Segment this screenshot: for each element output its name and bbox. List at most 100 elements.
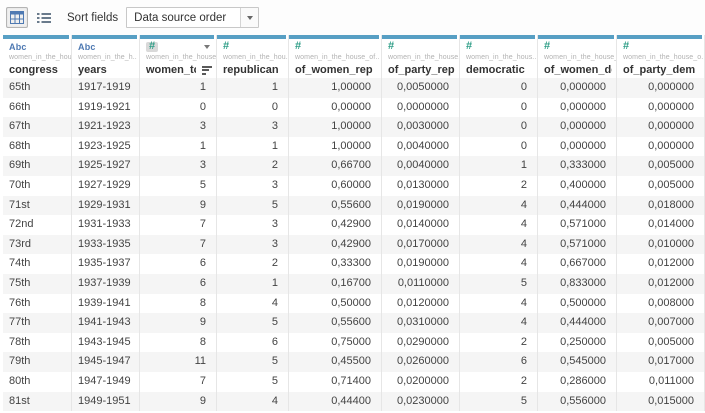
- table-row: 69th 1925-1927 3 2 0,66700 0,0040000 1 0,333000…: [3, 156, 705, 176]
- table-row: 65th 1917-1919 1 1 1,00000 0,0050000 0 0,000000…: [3, 78, 705, 98]
- number-type-icon: #: [295, 40, 302, 52]
- cell-women_total: 6: [140, 254, 217, 274]
- column-header-of_party_dem[interactable]: # women_in_the_house_o.. of_party_dem: [617, 35, 705, 78]
- field-label: years: [78, 64, 107, 76]
- table-row: 66th 1919-1921 0 0 0,00000 0,0000000 0 0,000000…: [3, 97, 705, 118]
- remote-field-name: women_in_the_house_o..: [623, 54, 704, 61]
- column-header-congress[interactable]: Abc women_in_the_house.. congress: [3, 35, 72, 78]
- column-accent-strip: [3, 35, 69, 39]
- cell-years: 1931-1933: [72, 215, 140, 235]
- cell-of_women_dem: 0,571000: [538, 234, 617, 255]
- cell-of_women_dem: 0,250000: [538, 332, 617, 353]
- table-row: 76th 1939-1941 8 4 0,50000 0,0120000 4 0,500000…: [3, 293, 705, 314]
- cell-congress: 72nd: [3, 215, 72, 235]
- cell-congress: 80th: [3, 371, 72, 392]
- cell-women_total: 11: [140, 352, 217, 372]
- cell-of_women_dem: 0,833000: [538, 273, 617, 294]
- column-header-years[interactable]: Abc women_in_the_h.. years: [72, 35, 140, 78]
- cell-years: 1917-1919: [72, 78, 140, 98]
- cell-congress: 67th: [3, 117, 72, 137]
- field-label: women_total: [146, 64, 196, 76]
- cell-of_party_dem: 0,007000: [617, 313, 705, 333]
- cell-years: 1927-1929: [72, 175, 140, 196]
- cell-of_party_rep: 0,0190000: [382, 254, 460, 274]
- cell-of_party_dem: 0,012000: [617, 254, 705, 274]
- remote-field-name: women_in_the_house_of..: [295, 54, 380, 61]
- cell-republican: 2: [217, 254, 289, 274]
- cell-democratic: 4: [460, 195, 538, 216]
- column-header-of_party_rep[interactable]: # women_in_the_house.. of_party_rep: [382, 35, 460, 78]
- column-accent-strip: [72, 35, 137, 39]
- view-toggle-list-button[interactable]: [33, 7, 55, 28]
- cell-democratic: 5: [460, 391, 538, 412]
- cell-of_party_dem: 0,010000: [617, 234, 705, 255]
- cell-of_party_dem: 0,008000: [617, 293, 705, 314]
- sort-order-value: Data source order: [134, 11, 227, 24]
- cell-of_party_dem: 0,000000: [617, 117, 705, 137]
- remote-field-name: women_in_the_hou..: [223, 54, 288, 61]
- table-row: 68th 1923-1925 1 1 1,00000 0,0040000 0 0,000000…: [3, 136, 705, 157]
- string-type-icon: Abc: [78, 41, 96, 52]
- cell-women_total: 0: [140, 97, 217, 118]
- sort-indicator-icon: [202, 65, 212, 75]
- column-header-of_women_rep[interactable]: # women_in_the_house_of.. of_women_rep: [289, 35, 382, 78]
- cell-republican: 5: [217, 371, 289, 392]
- cell-years: 1937-1939: [72, 273, 140, 294]
- cell-of_party_rep: 0,0040000: [382, 156, 460, 176]
- cell-democratic: 6: [460, 352, 538, 372]
- cell-republican: 1: [217, 136, 289, 157]
- remote-field-name: women_in_the_house_..: [146, 54, 216, 61]
- column-accent-strip: [617, 35, 702, 39]
- cell-democratic: 1: [460, 156, 538, 176]
- cell-of_party_dem: 0,011000: [617, 371, 705, 392]
- cell-democratic: 0: [460, 117, 538, 137]
- view-toggle-grid-button[interactable]: [6, 7, 28, 28]
- column-header-women_total[interactable]: # women_in_the_house_.. women_total: [140, 35, 217, 78]
- column-header-republican[interactable]: # women_in_the_hou.. republican: [217, 35, 289, 78]
- column-menu-caret-icon[interactable]: [204, 44, 210, 49]
- cell-women_total: 1: [140, 78, 217, 98]
- cell-of_women_dem: 0,667000: [538, 254, 617, 274]
- column-header-of_women_dem[interactable]: # women_in_the_house_of_r.. of_women_dem: [538, 35, 617, 78]
- column-accent-strip: [217, 35, 286, 39]
- cell-women_total: 9: [140, 195, 217, 216]
- cell-of_women_rep: 0,60000: [289, 175, 382, 196]
- cell-republican: 4: [217, 391, 289, 412]
- field-label: democratic: [466, 64, 525, 76]
- cell-of_women_dem: 0,545000: [538, 352, 617, 372]
- cell-republican: 4: [217, 293, 289, 314]
- table-row: 72nd 1931-1933 7 3 0,42900 0,0140000 4 0,571000…: [3, 215, 705, 235]
- sort-order-dropdown[interactable]: Data source order: [126, 7, 260, 28]
- number-type-icon: #: [544, 40, 551, 52]
- cell-of_women_rep: 0,42900: [289, 215, 382, 235]
- cell-of_women_dem: 0,000000: [538, 78, 617, 98]
- cell-of_women_dem: 0,000000: [538, 97, 617, 118]
- cell-democratic: 2: [460, 175, 538, 196]
- field-label: of_women_dem: [544, 64, 612, 76]
- remote-field-name: women_in_the_hous..: [466, 54, 537, 61]
- cell-congress: 76th: [3, 293, 72, 314]
- cell-of_party_rep: 0,0110000: [382, 273, 460, 294]
- cell-women_total: 1: [140, 136, 217, 157]
- dropdown-caret-button[interactable]: [240, 8, 259, 27]
- table-row: 78th 1943-1945 8 6 0,75000 0,0290000 2 0,250000…: [3, 332, 705, 353]
- cell-democratic: 4: [460, 254, 538, 274]
- cell-republican: 2: [217, 156, 289, 176]
- cell-democratic: 4: [460, 215, 538, 235]
- cell-of_women_dem: 0,333000: [538, 156, 617, 176]
- cell-congress: 77th: [3, 313, 72, 333]
- table-row: 74th 1935-1937 6 2 0,33300 0,0190000 4 0,667000…: [3, 254, 705, 274]
- cell-of_party_rep: 0,0290000: [382, 332, 460, 353]
- dropdown-caret-icon: [246, 15, 253, 20]
- cell-of_party_rep: 0,0120000: [382, 293, 460, 314]
- column-header-democratic[interactable]: # women_in_the_hous.. democratic: [460, 35, 538, 78]
- cell-of_party_dem: 0,000000: [617, 78, 705, 98]
- cell-democratic: 0: [460, 136, 538, 157]
- cell-women_total: 3: [140, 117, 217, 137]
- cell-women_total: 5: [140, 175, 217, 196]
- cell-years: 1925-1927: [72, 156, 140, 176]
- cell-of_women_rep: 0,50000: [289, 293, 382, 314]
- cell-of_party_rep: 0,0040000: [382, 136, 460, 157]
- cell-of_party_rep: 0,0200000: [382, 371, 460, 392]
